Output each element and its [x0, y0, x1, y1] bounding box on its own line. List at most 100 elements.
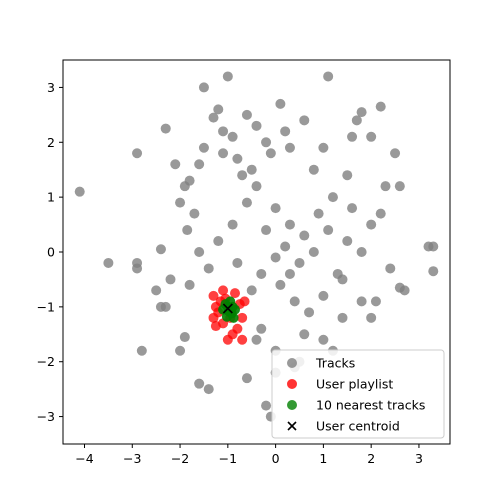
legend-label: 10 nearest tracks [316, 398, 425, 413]
data-point-tracks [308, 247, 319, 257]
data-point-tracks [182, 225, 193, 236]
data-point-tracks [232, 257, 243, 268]
data-point-tracks [222, 71, 233, 82]
data-point-tracks [323, 71, 334, 82]
data-point-tracks [342, 236, 353, 247]
y-tick-label: 0 [47, 245, 55, 260]
data-point-tracks [155, 244, 166, 255]
y-tick-label: 3 [47, 80, 55, 95]
data-point-tracks [194, 247, 205, 257]
data-point-tracks [299, 230, 310, 241]
data-point-tracks [136, 345, 147, 356]
data-point-tracks [194, 378, 205, 389]
x-tick-label: 2 [367, 451, 375, 466]
data-point-tracks [261, 137, 272, 148]
data-point-tracks [284, 142, 295, 153]
data-point-tracks [313, 208, 324, 219]
data-point-tracks [299, 115, 310, 126]
data-point-tracks [370, 296, 381, 307]
data-point-tracks [318, 142, 329, 153]
data-point-tracks [218, 126, 229, 137]
data-point-tracks [198, 82, 209, 93]
data-point-user-playlist [227, 329, 238, 340]
data-point-tracks [175, 197, 186, 208]
data-point-tracks [289, 296, 300, 307]
x-tick-label: 1 [319, 451, 327, 466]
data-point-tracks [347, 203, 358, 214]
data-point-tracks [246, 164, 257, 175]
data-point-tracks [160, 123, 171, 134]
data-point-tracks [160, 301, 171, 312]
centroid-marker [222, 303, 233, 314]
data-point-tracks [241, 197, 252, 208]
data-point-tracks [380, 181, 391, 192]
y-tick-label: −1 [37, 299, 55, 314]
data-point-tracks [294, 257, 305, 268]
data-point-tracks [366, 131, 377, 142]
data-point-tracks [323, 225, 334, 236]
data-point-tracks [194, 159, 205, 170]
x-tick-label: 0 [272, 451, 280, 466]
centroid-stroke [222, 303, 233, 314]
data-point-user-playlist [218, 285, 229, 296]
legend-label: Tracks [315, 356, 355, 371]
legend-marker-x [287, 421, 297, 431]
x-tick-label: −1 [219, 451, 237, 466]
data-point-tracks [203, 384, 214, 395]
data-point-tracks [213, 236, 224, 247]
data-point-tracks [356, 247, 367, 257]
data-point-tracks [241, 373, 252, 384]
legend-marker [287, 400, 297, 410]
y-tick-label: −2 [37, 354, 55, 369]
data-point-tracks [308, 164, 319, 175]
data-point-tracks [237, 170, 248, 181]
data-point-tracks [251, 334, 262, 345]
legend-box [271, 349, 445, 439]
y-tick-label: 1 [47, 190, 55, 205]
ticks-layer: −4 −3 −2 −1 0 1 2 3 −3 −2 −1 0 1 2 3 [37, 80, 423, 466]
data-point-tracks [246, 285, 257, 296]
y-tick-label: 2 [47, 135, 55, 150]
data-point-tracks [366, 219, 377, 230]
data-point-tracks [208, 112, 219, 123]
x-tick-label: 3 [415, 451, 423, 466]
data-point-10-nearest-tracks [221, 311, 232, 322]
data-point-user-playlist [239, 296, 250, 307]
data-point-tracks [241, 109, 252, 120]
data-point-tracks [170, 159, 181, 170]
data-point-tracks [337, 312, 348, 323]
x-tick-label: −4 [75, 451, 93, 466]
data-point-tracks [132, 263, 143, 274]
x-tick-label: −3 [123, 451, 141, 466]
data-point-tracks [232, 153, 243, 164]
data-point-tracks [132, 148, 143, 159]
data-point-tracks [256, 323, 267, 334]
data-point-tracks [198, 142, 209, 153]
data-point-tracks [375, 101, 386, 112]
data-point-tracks [385, 263, 396, 274]
data-point-tracks [318, 334, 329, 345]
data-point-tracks [375, 208, 386, 219]
points-layer [74, 71, 439, 422]
data-point-tracks [356, 107, 367, 118]
data-point-tracks [366, 312, 377, 323]
data-point-tracks [189, 208, 200, 219]
data-point-tracks [327, 192, 338, 203]
data-point-tracks [270, 203, 281, 214]
data-point-user-playlist [237, 334, 248, 345]
data-point-tracks [284, 268, 295, 279]
data-point-tracks [332, 268, 343, 279]
data-point-tracks [213, 104, 224, 115]
data-point-tracks [275, 98, 286, 109]
data-point-tracks [256, 268, 267, 279]
data-point-tracks [227, 219, 238, 230]
data-point-user-playlist [208, 290, 219, 301]
data-point-tracks [251, 181, 262, 192]
data-point-tracks [165, 274, 176, 285]
data-point-tracks [265, 148, 276, 159]
data-point-tracks [299, 329, 310, 340]
data-point-tracks [184, 175, 195, 186]
data-point-tracks [261, 225, 272, 236]
data-point-user-playlist [237, 312, 248, 323]
